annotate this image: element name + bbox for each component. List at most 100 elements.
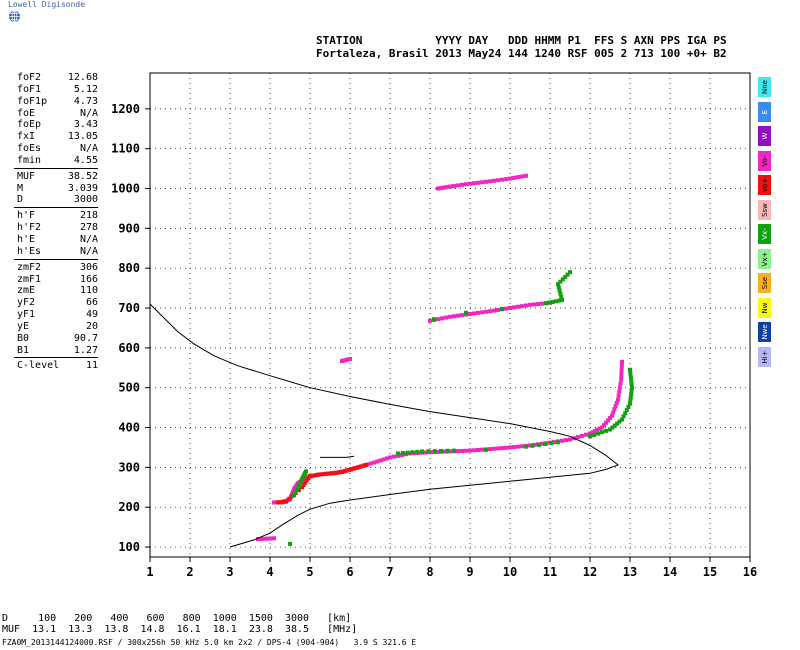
legend-item: Ssw	[758, 199, 771, 220]
param-name: B0	[17, 332, 30, 344]
param-value: N/A	[79, 245, 98, 257]
echo-point	[604, 420, 608, 425]
param-value: 66	[85, 297, 98, 309]
echo-point	[295, 486, 300, 491]
echo-point	[628, 395, 633, 400]
echo-point	[620, 417, 624, 422]
echo-point	[472, 311, 476, 316]
param-row: zmF1 166	[0, 274, 102, 286]
param-value: 4.55	[73, 154, 98, 166]
echo-point	[615, 421, 620, 426]
x-tick-label: 4	[266, 565, 273, 579]
param-value: 5.12	[73, 83, 98, 95]
echo-point	[472, 181, 476, 186]
echo-point	[333, 470, 338, 475]
header-values: Fortaleza, Brasil 2013 May24 144 1240 RS…	[316, 47, 727, 60]
legend-label: E	[760, 109, 769, 114]
echo-point	[612, 423, 617, 428]
param-name: foEs	[17, 143, 42, 155]
echo-point	[618, 381, 623, 386]
param-value: 13.05	[67, 131, 98, 143]
echo-point	[484, 447, 488, 452]
echo-point	[460, 182, 464, 187]
echo-point	[488, 309, 492, 314]
echo-point	[488, 179, 492, 184]
legend-item: Hi+	[758, 346, 771, 367]
legend-label: W	[760, 132, 769, 140]
param-value: 20	[85, 320, 98, 332]
echo-point	[293, 490, 298, 495]
param-row: C-level 11	[0, 360, 102, 372]
echo-point	[445, 184, 450, 189]
echo-point	[508, 445, 512, 450]
echo-point	[444, 315, 448, 320]
echo-point	[517, 174, 522, 179]
param-row: h'Es N/A	[0, 246, 102, 258]
echo-point	[500, 177, 504, 182]
param-value: 110	[79, 285, 98, 297]
echo-point	[460, 313, 464, 318]
echo-point	[556, 298, 561, 303]
echo-point	[629, 392, 634, 397]
echo-point	[356, 465, 361, 470]
echo-point	[588, 434, 592, 439]
echo-point	[514, 175, 519, 180]
echo-point	[476, 448, 480, 453]
legend-item: E	[758, 101, 771, 122]
echo-point	[428, 318, 432, 323]
plot-frame	[149, 72, 751, 558]
param-value: 3.43	[73, 119, 98, 131]
echo-point	[368, 461, 373, 466]
echo-point	[292, 493, 296, 498]
legend-label: Nwe	[760, 324, 769, 340]
y-tick-label: 600	[118, 341, 140, 355]
legend-item: Nw	[758, 297, 771, 318]
echo-point	[543, 442, 548, 447]
y-tick-label: 800	[118, 261, 140, 275]
param-name: foF1	[17, 83, 42, 95]
echo-point	[460, 448, 464, 453]
legend-label: Hi+	[760, 349, 769, 364]
echo-point	[547, 300, 552, 305]
echo-point	[565, 272, 570, 277]
echo-point	[616, 393, 621, 398]
echo-point	[361, 463, 366, 468]
param-value: N/A	[79, 107, 98, 119]
param-row: fxI 13.05	[0, 131, 102, 143]
echo-point	[304, 469, 308, 474]
echo-point	[317, 472, 322, 477]
echo-point	[553, 299, 558, 304]
echo-point	[381, 457, 386, 462]
echo-point	[492, 178, 496, 183]
echo-point	[296, 483, 301, 488]
echo-point	[354, 465, 359, 470]
y-tick-label: 1100	[111, 142, 140, 156]
echo-points	[256, 173, 634, 546]
echo-point	[602, 423, 606, 428]
echo-point	[452, 314, 456, 319]
echo-point	[628, 374, 633, 379]
echo-point	[592, 432, 596, 437]
echo-point	[619, 374, 624, 379]
legend-label: Vx+	[760, 251, 769, 266]
param-value: 306	[79, 261, 98, 273]
param-value: 11	[85, 360, 98, 372]
echo-point	[452, 448, 456, 453]
echo-point	[476, 180, 480, 185]
x-tick-label: 16	[743, 565, 757, 579]
param-row: yF2 66	[0, 297, 102, 309]
x-tick-label: 11	[543, 565, 557, 579]
echo-point	[614, 400, 619, 405]
echo-point	[439, 448, 444, 453]
param-separator	[14, 357, 98, 359]
echo-point	[610, 425, 615, 430]
echo-point	[556, 440, 560, 445]
param-row: foEs N/A	[0, 143, 102, 155]
param-name: D	[17, 194, 24, 206]
echo-point	[456, 183, 460, 188]
param-row: D 3000	[0, 194, 102, 206]
echo-point	[619, 377, 624, 382]
echo-point	[344, 468, 349, 473]
y-tick-label: 300	[118, 460, 140, 474]
echo-point	[464, 182, 468, 187]
